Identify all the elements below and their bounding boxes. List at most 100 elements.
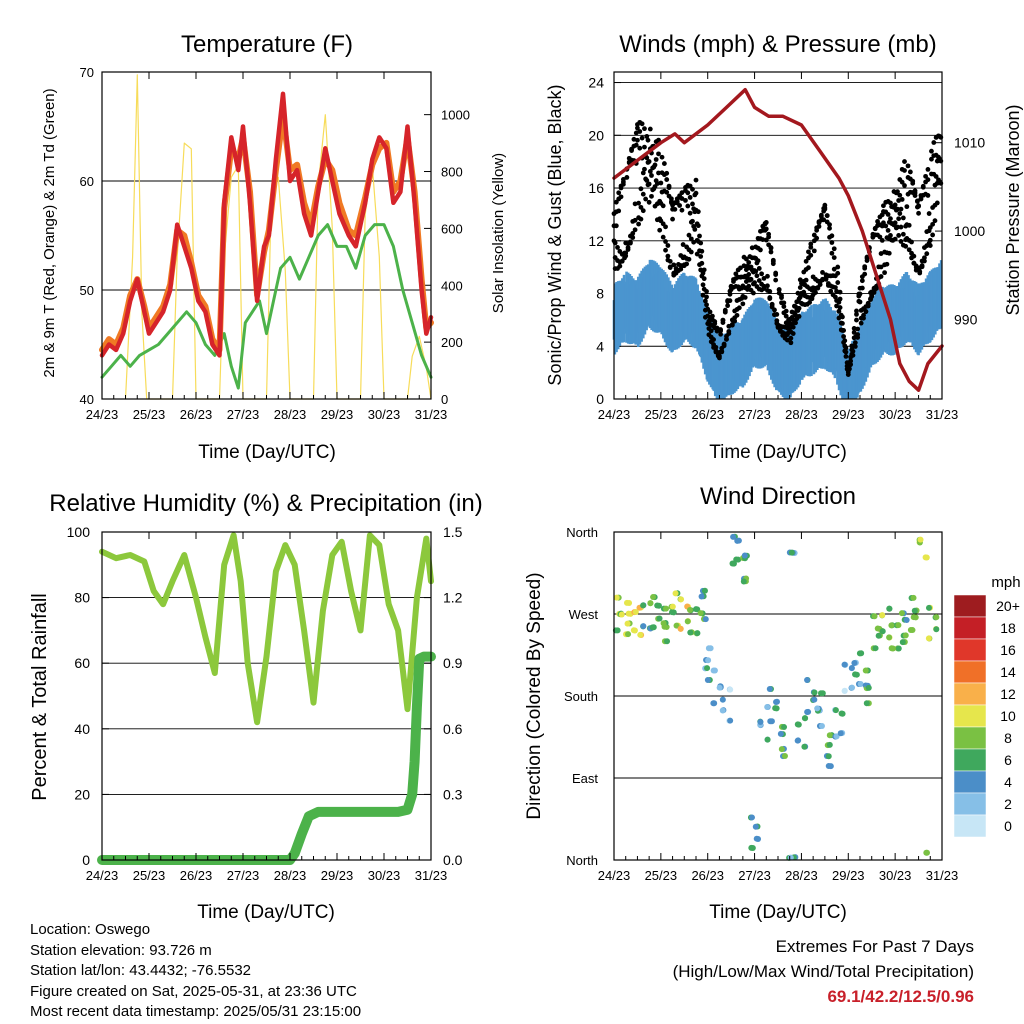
wind-gust-point <box>661 161 667 166</box>
direction-x-tick-label: 31/23 <box>926 868 959 883</box>
winds-y-tick-label: 12 <box>588 233 604 249</box>
wind-gust-point <box>852 340 858 346</box>
wind-gust-point <box>888 233 893 238</box>
wind-gust-point <box>884 261 890 267</box>
wind-gust-point <box>616 190 622 196</box>
direction-x-tick-label: 24/23 <box>598 868 631 883</box>
direction-xlabel: Time (Day/UTC) <box>709 902 847 923</box>
wind-gust-point <box>783 313 789 319</box>
winds-x-tick-label: 29/23 <box>832 407 865 422</box>
wind-gust-point <box>833 285 838 290</box>
wind-gust-point <box>933 174 939 179</box>
wind-direction-point <box>719 707 726 714</box>
wind-gust-point <box>900 231 906 237</box>
wind-gust-point <box>848 358 854 364</box>
wind-direction-point <box>899 639 906 646</box>
direction-y-tick-label: North <box>566 525 598 540</box>
winds-x-tick-label: 24/23 <box>598 407 631 422</box>
temperature-x-tick-label: 29/23 <box>321 407 354 422</box>
wind-direction-point <box>925 635 932 642</box>
temperature-ylabel-right: Solar Insolation (Yellow) <box>490 153 507 313</box>
wind-gust-point <box>693 190 699 196</box>
wind-gust-point <box>767 296 773 301</box>
wind-gust-point <box>644 155 650 161</box>
wind-direction-point <box>705 657 712 664</box>
wind-direction-point <box>825 762 832 769</box>
wind-gust-point <box>864 255 870 261</box>
wind-gust-point <box>925 193 931 198</box>
wind-gust-point <box>695 223 701 229</box>
wind-direction-point <box>705 645 712 652</box>
wind-gust-point <box>885 228 891 233</box>
wind-gust-point <box>920 184 926 190</box>
wind-gust-point <box>636 200 641 206</box>
wind-direction-point <box>727 686 734 693</box>
wind-gust-point <box>850 348 856 354</box>
wind-gust-point <box>903 243 909 249</box>
wind-gust-point <box>822 205 828 211</box>
wind-direction-point <box>841 661 848 668</box>
wind-gust-point <box>640 170 646 176</box>
figure-created: Figure created on Sat, 2025-05-31, at 23… <box>30 982 357 1000</box>
legend-swatch <box>953 638 987 662</box>
wind-direction-point <box>826 741 833 748</box>
wind-gust-point <box>704 294 709 300</box>
wind-gust-point <box>679 196 685 201</box>
wind-gust-point <box>892 202 898 208</box>
wind-direction-point <box>886 605 893 612</box>
wind-gust-point <box>881 203 886 209</box>
wind-gust-point <box>925 177 931 183</box>
wind-gust-point <box>664 170 670 176</box>
wind-direction-point <box>678 596 685 603</box>
legend-swatch <box>953 704 987 728</box>
wind-gust-point <box>929 148 934 154</box>
wind-gust-point <box>811 248 817 254</box>
wind-direction-point <box>851 660 858 667</box>
humidity-x-tick-label: 28/23 <box>274 868 307 883</box>
wind-gust-point <box>797 285 803 290</box>
wind-gust-point <box>835 280 841 285</box>
direction-y-tick-label: East <box>572 771 598 786</box>
wind-gust-point <box>931 140 937 145</box>
wind-gust-point <box>693 177 699 183</box>
wind-gust-point <box>769 302 775 308</box>
wind-gust-point <box>926 211 932 216</box>
wind-direction-point <box>788 549 795 556</box>
wind-gust-point <box>790 331 796 336</box>
wind-gust-point <box>809 296 815 302</box>
wind-direction-point <box>626 599 633 606</box>
wind-gust-point <box>690 201 695 207</box>
wind-gust-point <box>759 271 764 277</box>
wind-direction-point <box>711 667 718 674</box>
winds-y-tick-label: 4 <box>596 338 604 354</box>
winds-xlabel: Time (Day/UTC) <box>709 442 847 463</box>
wind-direction-point <box>801 715 808 722</box>
wind-direction-point <box>925 604 932 611</box>
station-info: Location: Oswego Station elevation: 93.7… <box>30 920 361 1023</box>
wind-gust-point <box>704 288 709 294</box>
wind-gust-point <box>803 258 809 264</box>
wind-gust-point <box>636 221 641 227</box>
wind-gust-point <box>843 345 849 351</box>
winds-ylabel-right: Station Pressure (Maroon) <box>1003 104 1023 315</box>
wind-gust-point <box>895 189 900 195</box>
legend-label: 2 <box>1004 796 1012 812</box>
wind-gust-point <box>638 216 644 222</box>
temperature-title: Temperature (F) <box>181 31 353 58</box>
wind-gust-point <box>692 226 698 232</box>
wind-gust-point <box>637 129 643 134</box>
legend-swatch <box>953 616 987 640</box>
wind-direction-point <box>879 628 886 635</box>
wind-gust-point <box>806 265 811 271</box>
wind-direction-point <box>687 629 694 636</box>
humidity-x-tick-label: 25/23 <box>133 868 166 883</box>
wind-direction-point <box>694 630 701 637</box>
wind-gust-point <box>795 290 801 296</box>
wind-gust-point <box>803 277 809 283</box>
wind-direction-point <box>766 686 773 693</box>
wind-direction-point <box>852 671 859 678</box>
wind-direction-point <box>656 615 663 622</box>
dewpoint-line <box>100 223 433 390</box>
wind-direction-point <box>649 624 656 631</box>
wind-gust-point <box>816 224 822 229</box>
